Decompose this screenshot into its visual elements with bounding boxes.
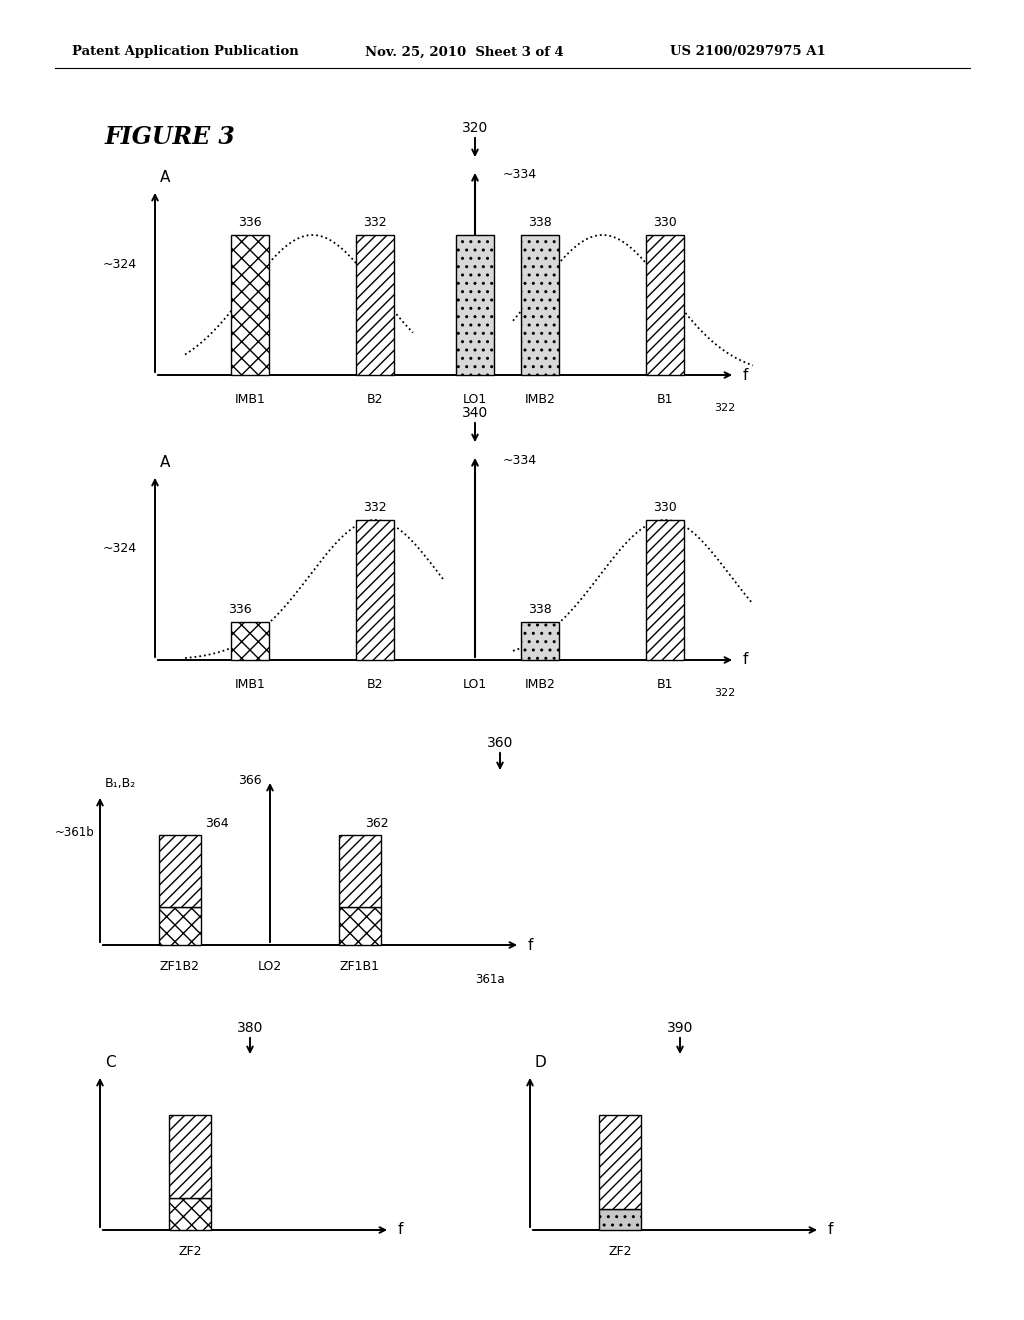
Text: 330: 330 <box>653 502 677 513</box>
Text: D: D <box>535 1055 547 1071</box>
Bar <box>356 520 394 660</box>
Bar <box>169 1197 211 1230</box>
Text: ZF1B1: ZF1B1 <box>340 960 380 973</box>
Text: ~334: ~334 <box>503 454 538 466</box>
Text: 338: 338 <box>528 216 552 228</box>
Text: B₁,B₂: B₁,B₂ <box>105 777 136 789</box>
Bar <box>521 235 559 375</box>
Bar <box>159 907 201 945</box>
Text: ~334: ~334 <box>503 169 538 181</box>
Text: 338: 338 <box>528 603 552 616</box>
Bar <box>231 235 269 375</box>
Text: US 2100/0297975 A1: US 2100/0297975 A1 <box>670 45 825 58</box>
Text: 390: 390 <box>667 1020 693 1035</box>
Bar <box>646 520 684 660</box>
Text: 380: 380 <box>237 1020 263 1035</box>
Text: 362: 362 <box>365 817 389 830</box>
Text: 340: 340 <box>462 407 488 420</box>
Text: f: f <box>398 1222 403 1238</box>
Text: 336: 336 <box>239 216 262 228</box>
Text: Nov. 25, 2010  Sheet 3 of 4: Nov. 25, 2010 Sheet 3 of 4 <box>365 45 564 58</box>
Text: B1: B1 <box>656 393 673 407</box>
Text: B2: B2 <box>367 678 383 690</box>
Bar <box>231 622 269 660</box>
Bar <box>646 235 684 375</box>
Bar <box>339 836 381 907</box>
Text: ZF1B2: ZF1B2 <box>160 960 200 973</box>
Bar <box>599 1209 641 1230</box>
Text: B1: B1 <box>656 678 673 690</box>
Text: LO1: LO1 <box>463 393 487 407</box>
Text: 322: 322 <box>715 403 735 413</box>
Text: 330: 330 <box>653 216 677 228</box>
Text: 336: 336 <box>228 603 252 616</box>
Text: 360: 360 <box>486 737 513 750</box>
Text: LO1: LO1 <box>463 678 487 690</box>
Text: ~324: ~324 <box>102 257 137 271</box>
Text: 332: 332 <box>364 502 387 513</box>
Bar <box>521 622 559 660</box>
Text: 364: 364 <box>205 817 228 830</box>
Text: FIGURE 3: FIGURE 3 <box>105 125 236 149</box>
Bar <box>599 1115 641 1209</box>
Text: 361a: 361a <box>475 973 505 986</box>
Text: f: f <box>828 1222 834 1238</box>
Text: C: C <box>105 1055 116 1071</box>
Text: 322: 322 <box>715 688 735 698</box>
Text: B2: B2 <box>367 393 383 407</box>
Bar <box>456 235 494 375</box>
Text: f: f <box>528 937 534 953</box>
Text: ~324: ~324 <box>102 543 137 556</box>
Bar <box>169 1115 211 1197</box>
Text: ZF2: ZF2 <box>608 1245 632 1258</box>
Bar <box>356 235 394 375</box>
Text: ZF2: ZF2 <box>178 1245 202 1258</box>
Bar <box>339 907 381 945</box>
Text: LO2: LO2 <box>258 960 283 973</box>
Text: 320: 320 <box>462 121 488 135</box>
Text: IMB2: IMB2 <box>524 678 555 690</box>
Text: 366: 366 <box>239 774 262 787</box>
Text: A: A <box>160 455 170 470</box>
Text: Patent Application Publication: Patent Application Publication <box>72 45 299 58</box>
Bar <box>159 836 201 907</box>
Text: 332: 332 <box>364 216 387 228</box>
Text: IMB2: IMB2 <box>524 393 555 407</box>
Text: f: f <box>743 367 749 383</box>
Text: IMB1: IMB1 <box>234 678 265 690</box>
Text: IMB1: IMB1 <box>234 393 265 407</box>
Text: ~361b: ~361b <box>55 826 95 840</box>
Text: f: f <box>743 652 749 668</box>
Text: A: A <box>160 170 170 185</box>
